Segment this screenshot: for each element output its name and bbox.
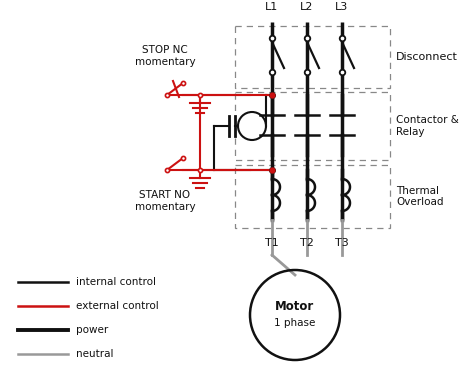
- Text: STOP NC
momentary: STOP NC momentary: [135, 45, 195, 67]
- Text: Contactor &
Relay: Contactor & Relay: [396, 115, 459, 137]
- Text: power: power: [76, 325, 108, 335]
- Text: internal control: internal control: [76, 277, 156, 287]
- Text: T1: T1: [265, 238, 279, 248]
- Text: Thermal
Overload: Thermal Overload: [396, 186, 444, 207]
- Bar: [235, 92, 390, 160]
- Bar: [235, 165, 390, 228]
- Text: L3: L3: [336, 2, 348, 12]
- Text: L1: L1: [265, 2, 279, 12]
- Text: external control: external control: [76, 301, 159, 311]
- Text: T3: T3: [335, 238, 349, 248]
- Text: T2: T2: [300, 238, 314, 248]
- Text: neutral: neutral: [76, 349, 113, 359]
- Bar: [235, 26, 390, 88]
- Text: 1 phase: 1 phase: [274, 318, 316, 328]
- Text: L2: L2: [301, 2, 314, 12]
- Text: START NO
momentary: START NO momentary: [135, 190, 195, 212]
- Text: Motor: Motor: [275, 301, 315, 314]
- Text: Disconnect: Disconnect: [396, 52, 458, 62]
